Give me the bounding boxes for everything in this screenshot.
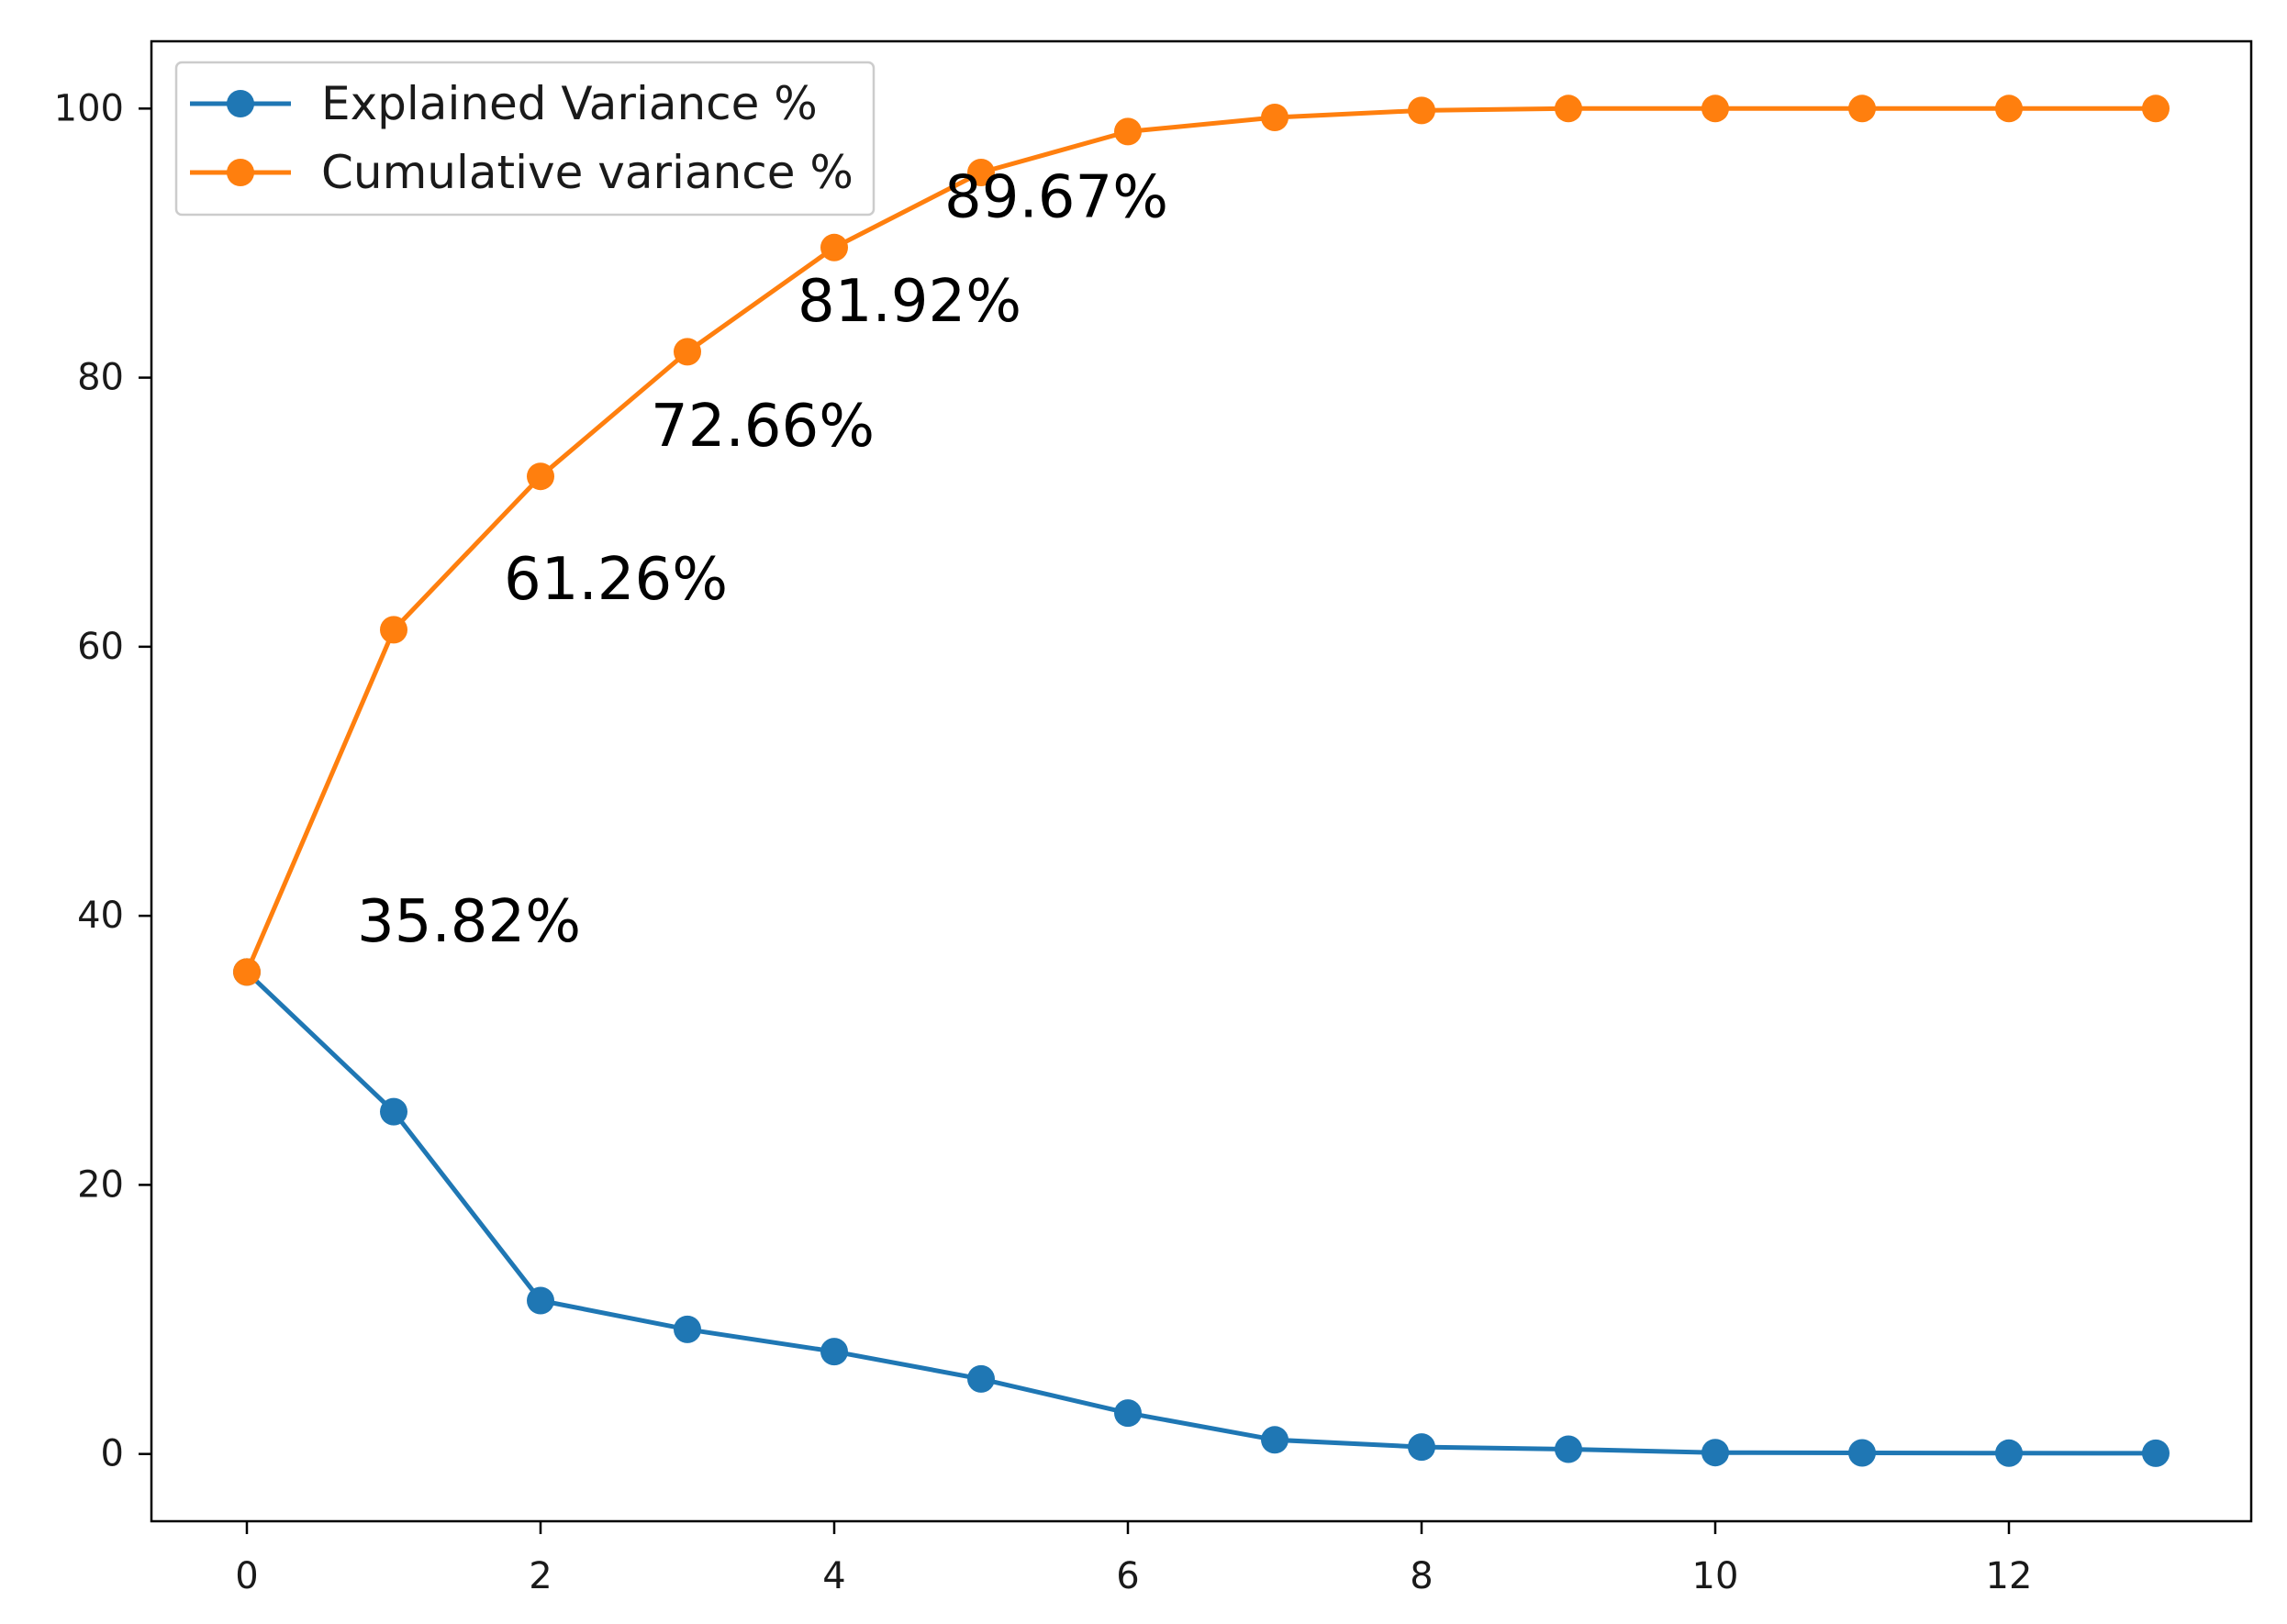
y-tick-label: 40 xyxy=(77,895,124,937)
annotation-label: 81.92% xyxy=(798,268,1021,336)
data-point-explained-variance-11 xyxy=(1848,1439,1876,1467)
data-point-explained-variance-2 xyxy=(527,1286,554,1315)
data-point-explained-variance-3 xyxy=(674,1315,701,1343)
legend-marker-cumulative xyxy=(227,159,254,186)
x-tick-label: 10 xyxy=(1692,1555,1739,1597)
data-point-cumulative-variance-0 xyxy=(233,958,261,986)
data-point-cumulative-variance-3 xyxy=(674,338,701,366)
y-tick-label: 60 xyxy=(77,626,124,668)
legend-box xyxy=(174,61,876,217)
data-point-explained-variance-1 xyxy=(380,1097,407,1126)
data-point-cumulative-variance-8 xyxy=(1408,96,1435,125)
data-point-cumulative-variance-1 xyxy=(380,616,407,644)
data-point-explained-variance-10 xyxy=(1701,1439,1729,1467)
data-point-cumulative-variance-13 xyxy=(2142,95,2170,123)
y-tick-label: 0 xyxy=(101,1433,124,1475)
legend-marker-explained xyxy=(227,90,254,117)
series-line-cumulative-variance xyxy=(244,106,2159,974)
x-axis: 0 2 4 6 8 10 12 xyxy=(235,1521,2032,1597)
annotation-label: 35.82% xyxy=(357,888,581,956)
annotation-label: 61.26% xyxy=(504,546,728,614)
x-tick-label: 12 xyxy=(1986,1555,2033,1597)
data-point-cumulative-variance-2 xyxy=(527,462,554,491)
y-tick-label: 20 xyxy=(77,1163,124,1206)
plot-frame xyxy=(150,39,2253,1523)
data-point-cumulative-variance-6 xyxy=(1114,117,1142,146)
data-point-explained-variance-4 xyxy=(820,1338,848,1366)
y-axis: 0 20 40 60 80 100 xyxy=(54,87,151,1475)
data-point-explained-variance-7 xyxy=(1261,1426,1289,1454)
x-tick-label: 0 xyxy=(235,1555,258,1597)
data-point-cumulative-variance-12 xyxy=(1995,95,2023,123)
data-point-cumulative-variance-4 xyxy=(820,233,848,261)
data-point-explained-variance-6 xyxy=(1114,1399,1142,1428)
legend-label-cumulative: Cumulative variance % xyxy=(321,146,853,199)
annotation-label: 72.66% xyxy=(651,393,875,461)
annotation-layer: 35.82% 61.26% 72.66% 81.92% 89.67% xyxy=(357,164,1168,957)
series-explained-variance xyxy=(233,958,2170,1467)
series-layer xyxy=(233,95,2170,1467)
legend: Explained Variance % Cumulative variance… xyxy=(174,61,876,217)
data-point-cumulative-variance-9 xyxy=(1555,95,1582,123)
data-point-explained-variance-12 xyxy=(1995,1439,2023,1467)
y-tick-label: 80 xyxy=(77,357,124,399)
x-tick-label: 6 xyxy=(1116,1555,1139,1597)
data-point-cumulative-variance-11 xyxy=(1848,95,1876,123)
data-point-cumulative-variance-7 xyxy=(1261,104,1289,131)
y-tick-label: 100 xyxy=(54,87,124,129)
x-tick-label: 8 xyxy=(1410,1555,1433,1597)
annotation-label: 89.67% xyxy=(944,164,1168,232)
series-cumulative-variance xyxy=(233,95,2170,986)
data-point-cumulative-variance-5 xyxy=(967,159,995,186)
data-point-explained-variance-5 xyxy=(967,1364,995,1393)
data-point-explained-variance-13 xyxy=(2142,1439,2170,1467)
data-point-cumulative-variance-10 xyxy=(1701,95,1729,123)
series-line-explained-variance xyxy=(244,969,2159,1456)
x-tick-label: 2 xyxy=(529,1555,552,1597)
data-point-explained-variance-9 xyxy=(1555,1435,1582,1463)
x-tick-label: 4 xyxy=(822,1555,845,1597)
data-point-explained-variance-8 xyxy=(1408,1433,1435,1462)
legend-label-explained: Explained Variance % xyxy=(321,77,818,130)
